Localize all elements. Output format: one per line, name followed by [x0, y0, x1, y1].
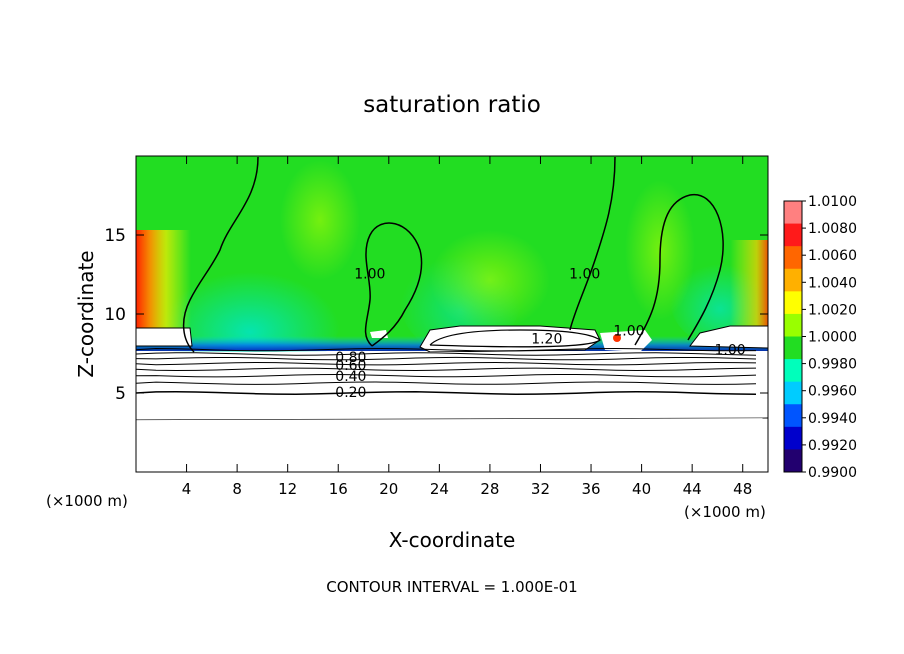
x-tick-label: 12 [278, 480, 297, 498]
x-tick-label: 32 [531, 480, 550, 498]
contour-label: 1.00 [613, 323, 644, 339]
contour-interval-note: CONTOUR INTERVAL = 1.000E-01 [326, 578, 577, 596]
contour-labels: 1.00 1.00 1.00 1.00 1.20 0.800.600.400.20 [335, 267, 745, 402]
contour-label: 0.40 [335, 369, 366, 385]
x-tick-label: 8 [232, 480, 242, 498]
x-tick-label: 28 [480, 480, 499, 498]
chart-title: saturation ratio [363, 92, 541, 118]
y-axis-title: Z-coordinate [74, 250, 98, 377]
contour-label: 0.80 [335, 350, 366, 366]
y-axis-ticks: 5 10 15 [104, 226, 768, 404]
contour-line [136, 417, 768, 421]
colorbar-swatch [784, 268, 802, 292]
colorbar-label: 1.0100 [808, 194, 857, 210]
cloud-island-right [600, 330, 652, 352]
contour-line [136, 391, 757, 395]
contour-line [136, 373, 757, 378]
contour-label: 1.20 [531, 331, 562, 347]
colorbar-swatch [784, 336, 802, 360]
contour-1.00-right [569, 156, 724, 346]
contour-line [136, 347, 757, 352]
colorbar-label: 1.0060 [808, 248, 857, 264]
y-tick-label: 15 [104, 226, 126, 246]
subsaturated-region [136, 352, 768, 472]
colorbar-swatch [784, 246, 802, 270]
colorbar-label: 0.9980 [808, 357, 857, 373]
colorbar-label: 0.9920 [808, 438, 857, 454]
yellow-green-region-2 [280, 160, 360, 280]
x-axis-unit-left: (×1000 m) [46, 492, 128, 510]
x-tick-label: 40 [632, 480, 651, 498]
colorbar-swatch [784, 291, 802, 315]
colorbar-label: 0.9900 [808, 465, 857, 481]
colorbar-swatch [784, 201, 802, 225]
contour-1.20-center [429, 329, 602, 348]
contour-label: 1.00 [569, 267, 600, 283]
contour-1.00-center [364, 222, 423, 347]
contour-line [136, 367, 757, 372]
x-axis-ticks: 4 8 12 16 20 24 28 32 36 40 44 48 [182, 156, 752, 498]
y-tick-label: 5 [115, 384, 126, 404]
cloud-island-far-right [689, 325, 768, 349]
contour-line [136, 381, 757, 385]
x-axis-title: X-coordinate [389, 528, 516, 552]
contour-1.00-left [182, 156, 259, 353]
cloud-island-left [136, 327, 193, 347]
colorbar-label: 1.0020 [808, 302, 857, 318]
colorbar-swatch [784, 426, 802, 450]
contour-line [136, 356, 757, 361]
colorbar-swatch [784, 381, 802, 405]
colorbar-label: 1.0080 [808, 221, 857, 237]
colorbar-label: 1.0000 [808, 330, 857, 346]
red-spot [613, 334, 621, 342]
contour-label: 0.60 [335, 358, 366, 374]
x-axis-unit-right: (×1000 m) [684, 503, 766, 521]
heatmap-field [136, 156, 768, 472]
x-tick-label: 24 [430, 480, 449, 498]
right-boundary-halo [730, 240, 768, 330]
yellow-green-region-1 [430, 230, 550, 330]
colorbar-swatch [784, 223, 802, 247]
colorbar-swatch [784, 313, 802, 337]
contour-label: 1.00 [354, 267, 385, 283]
left-boundary-halo [136, 230, 191, 330]
colorbar-label: 0.9940 [808, 411, 857, 427]
x-tick-label: 48 [733, 480, 752, 498]
colorbar-label: 0.9960 [808, 384, 857, 400]
colorbar-swatch [784, 449, 802, 473]
x-tick-label: 36 [581, 480, 600, 498]
colorbar-swatch [784, 359, 802, 383]
contour-lines-below [136, 347, 768, 421]
y-tick-label: 10 [104, 305, 126, 325]
contour-label: 0.20 [335, 385, 366, 401]
small-island [370, 330, 388, 338]
x-tick-label: 16 [329, 480, 348, 498]
x-tick-label: 4 [182, 480, 192, 498]
contour-label: 1.00 [714, 342, 745, 358]
contour-line [136, 361, 757, 366]
colorbar-label: 1.0040 [808, 275, 857, 291]
contour-line [136, 352, 757, 356]
x-tick-label: 44 [683, 480, 702, 498]
colorbar-swatch [784, 404, 802, 428]
colorbar: 1.0100 1.0080 1.0060 1.0040 1.0020 1.0000 0.99… [783, 194, 857, 481]
x-tick-label: 20 [379, 480, 398, 498]
